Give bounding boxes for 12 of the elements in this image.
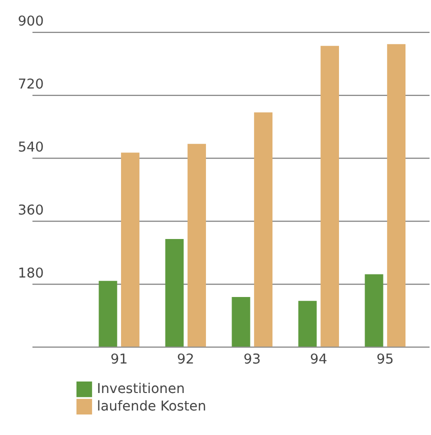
x-tick-label: 94 (310, 352, 328, 368)
legend-label: Investitionen (96, 381, 185, 398)
y-tick-label: 540 (18, 140, 44, 156)
x-tick-label: 91 (110, 352, 128, 368)
y-tick-label: 180 (18, 265, 44, 282)
y-tick-label: 900 (18, 14, 44, 30)
y-tick-label: 720 (18, 76, 44, 93)
y-tick-label: 360 (18, 202, 44, 218)
x-tick-label: 92 (176, 352, 194, 368)
x-tick-label: 93 (244, 352, 261, 368)
legend-label: laufende Kosten (96, 398, 206, 415)
x-tick-label: 95 (376, 352, 394, 368)
